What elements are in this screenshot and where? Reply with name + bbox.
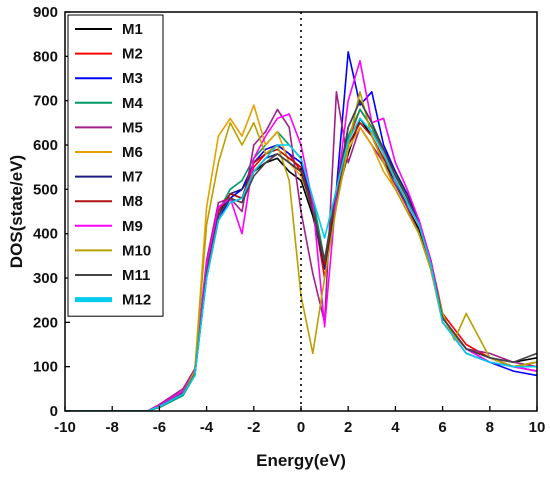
x-tick-label: 8 — [486, 419, 494, 436]
y-tick-label: 900 — [33, 4, 58, 21]
legend: M1 M2 M3 M4 M5 M6 M7 M8 M9 M10 M11 M12 — [67, 14, 164, 317]
legend-label-m9: M9 — [122, 218, 143, 235]
x-tick-label: -4 — [200, 419, 214, 436]
x-tick-label: 10 — [529, 419, 546, 436]
y-tick-label: 700 — [33, 93, 58, 110]
legend-label-m10: M10 — [122, 242, 151, 259]
x-tick-label: 2 — [344, 419, 352, 436]
legend-label-m6: M6 — [122, 144, 143, 161]
series-line-m12 — [65, 117, 537, 411]
x-tick-label: -6 — [153, 419, 166, 436]
x-tick-label: 6 — [438, 419, 446, 436]
y-tick-label: 600 — [33, 137, 58, 154]
legend-label-m2: M2 — [122, 46, 143, 63]
y-tick-label: 200 — [33, 314, 58, 331]
y-tick-label: 100 — [33, 359, 58, 376]
y-tick-label: 400 — [33, 226, 58, 243]
legend-box — [67, 14, 164, 317]
y-tick-label: 300 — [33, 270, 58, 287]
y-axis-title: DOS(state/eV) — [7, 155, 26, 268]
legend-label-m11: M11 — [122, 267, 150, 284]
series-line-m10 — [65, 91, 537, 411]
axis-ticks: -10 -8 -6 -4 -2 0 2 4 6 8 100100200300400500600700… — [33, 4, 545, 436]
legend-label-m12: M12 — [122, 292, 151, 309]
y-tick-label: 500 — [33, 181, 58, 198]
legend-label-m4: M4 — [122, 95, 143, 112]
legend-label-m8: M8 — [122, 193, 143, 210]
x-axis-title: Energy(eV) — [256, 451, 346, 470]
legend-label-m3: M3 — [122, 70, 143, 87]
y-tick-label: 0 — [50, 403, 58, 420]
x-tick-label: -8 — [106, 419, 119, 436]
legend-label-m7: M7 — [122, 169, 143, 186]
x-tick-label: 4 — [391, 419, 400, 436]
legend-label-m5: M5 — [122, 119, 143, 136]
legend-label-m1: M1 — [122, 21, 143, 38]
series-layer — [65, 51, 537, 411]
y-tick-label: 800 — [33, 48, 58, 65]
x-tick-label: -10 — [54, 419, 76, 436]
x-tick-label: -2 — [247, 419, 260, 436]
x-tick-label: 0 — [297, 419, 305, 436]
